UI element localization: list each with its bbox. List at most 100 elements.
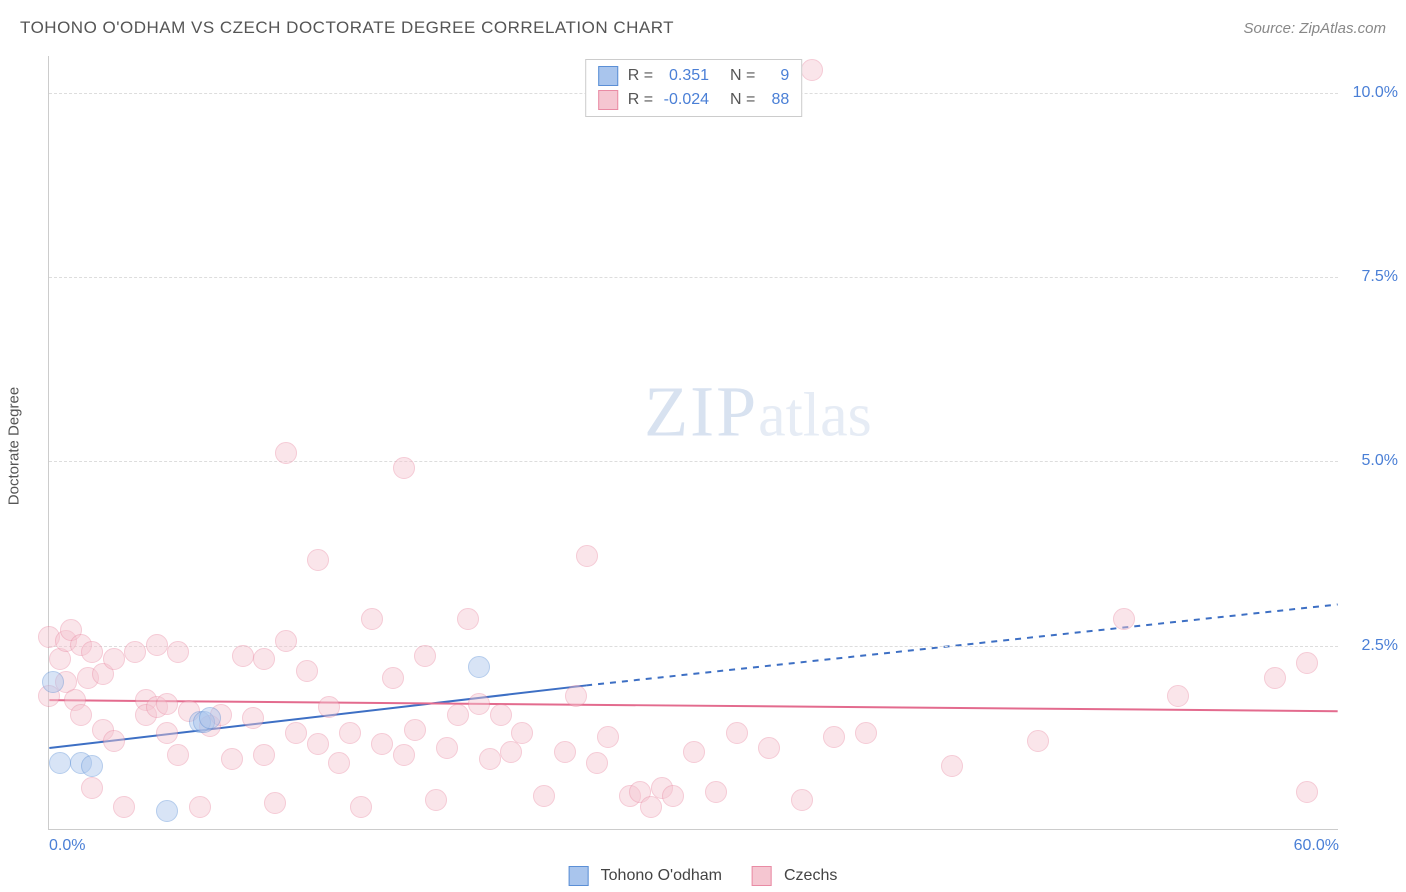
stats-r-value: 0.351 [659, 64, 709, 88]
x-tick-label: 60.0% [1294, 837, 1339, 855]
scatter-point [42, 671, 64, 693]
scatter-point [1296, 781, 1318, 803]
scatter-point [307, 733, 329, 755]
scatter-point [146, 634, 168, 656]
watermark-zip: ZIP [644, 371, 758, 451]
stats-swatch [598, 90, 618, 110]
scatter-point [468, 693, 490, 715]
scatter-point [113, 796, 135, 818]
scatter-point [285, 722, 307, 744]
scatter-point [81, 755, 103, 777]
scatter-point [586, 752, 608, 774]
scatter-point [189, 796, 211, 818]
scatter-point [457, 608, 479, 630]
scatter-point [791, 789, 813, 811]
legend-label: Tohono O'odham [601, 867, 722, 885]
scatter-point [49, 752, 71, 774]
scatter-point [490, 704, 512, 726]
scatter-point [221, 748, 243, 770]
stats-row: R =0.351 N =9 [598, 64, 790, 88]
watermark-atlas: atlas [758, 381, 872, 449]
scatter-point [404, 719, 426, 741]
scatter-point [253, 648, 275, 670]
legend-item: Czechs [752, 866, 837, 886]
stats-row: R =-0.024 N =88 [598, 88, 790, 112]
y-axis-label: Doctorate Degree [6, 387, 23, 505]
legend-item: Tohono O'odham [569, 866, 722, 886]
legend-label: Czechs [784, 867, 837, 885]
scatter-point [361, 608, 383, 630]
stats-n-label: N = [730, 88, 755, 112]
scatter-point [393, 744, 415, 766]
scatter-point [705, 781, 727, 803]
scatter-point [156, 800, 178, 822]
source-citation: Source: ZipAtlas.com [1243, 20, 1386, 37]
legend-swatch [752, 866, 772, 886]
scatter-point [81, 777, 103, 799]
scatter-point [275, 442, 297, 464]
scatter-point [801, 59, 823, 81]
scatter-point [823, 726, 845, 748]
scatter-point [1027, 730, 1049, 752]
scatter-point [253, 744, 275, 766]
scatter-point [1113, 608, 1135, 630]
stats-n-value: 88 [761, 88, 789, 112]
scatter-point [533, 785, 555, 807]
scatter-point [124, 641, 146, 663]
y-tick-label: 10.0% [1343, 84, 1398, 102]
y-tick-label: 2.5% [1343, 637, 1398, 655]
scatter-point [264, 792, 286, 814]
stats-n-value: 9 [761, 64, 789, 88]
y-tick-label: 7.5% [1343, 268, 1398, 286]
scatter-point [511, 722, 533, 744]
scatter-point [275, 630, 297, 652]
scatter-point [565, 685, 587, 707]
scatter-point [414, 645, 436, 667]
scatter-point [70, 704, 92, 726]
stats-n-label: N = [730, 64, 755, 88]
scatter-point [199, 707, 221, 729]
scatter-point [436, 737, 458, 759]
scatter-point [425, 789, 447, 811]
scatter-point [468, 656, 490, 678]
y-tick-label: 5.0% [1343, 452, 1398, 470]
scatter-point [479, 748, 501, 770]
watermark: ZIPatlas [644, 370, 872, 453]
x-tick-label: 0.0% [49, 837, 85, 855]
scatter-point [683, 741, 705, 763]
scatter-point [103, 730, 125, 752]
trendline-solid [49, 700, 1337, 711]
scatter-point [726, 722, 748, 744]
scatter-point [307, 549, 329, 571]
stats-box: R =0.351 N =9R =-0.024 N =88 [585, 59, 803, 117]
scatter-point [167, 744, 189, 766]
scatter-point [554, 741, 576, 763]
scatter-point [318, 696, 340, 718]
scatter-point [156, 722, 178, 744]
scatter-point [232, 645, 254, 667]
scatter-point [81, 641, 103, 663]
stats-r-label: R = [628, 88, 653, 112]
scatter-point [350, 796, 372, 818]
scatter-point [339, 722, 361, 744]
scatter-point [382, 667, 404, 689]
scatter-point [156, 693, 178, 715]
scatter-point [393, 457, 415, 479]
scatter-point [296, 660, 318, 682]
legend: Tohono O'odham Czechs [569, 866, 838, 886]
stats-r-value: -0.024 [659, 88, 709, 112]
scatter-point [662, 785, 684, 807]
scatter-point [597, 726, 619, 748]
scatter-point [1167, 685, 1189, 707]
gridline [49, 277, 1338, 278]
scatter-point [447, 704, 469, 726]
chart-title: TOHONO O'ODHAM VS CZECH DOCTORATE DEGREE… [20, 18, 674, 38]
scatter-point [576, 545, 598, 567]
scatter-point [1264, 667, 1286, 689]
scatter-point [371, 733, 393, 755]
scatter-point [328, 752, 350, 774]
legend-swatch [569, 866, 589, 886]
stats-swatch [598, 66, 618, 86]
scatter-point [103, 648, 125, 670]
scatter-point [758, 737, 780, 759]
